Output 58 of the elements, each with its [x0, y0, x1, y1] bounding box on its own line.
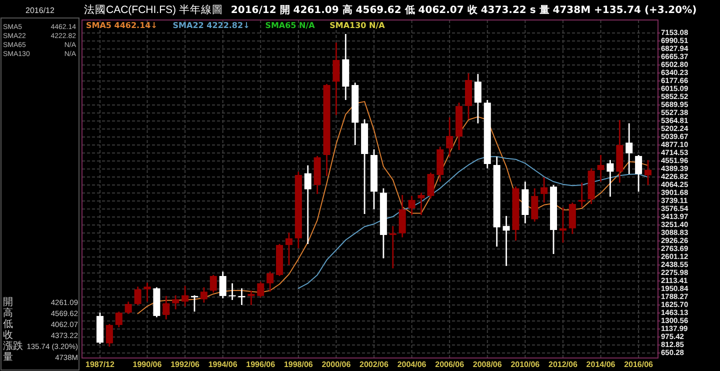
candlestick — [106, 323, 113, 348]
candlestick — [418, 192, 425, 216]
x-tick-label: 1987/12 — [86, 360, 116, 369]
x-tick-label: 2006/06 — [435, 360, 465, 369]
line-series — [137, 101, 648, 314]
candlestick — [144, 282, 151, 302]
candlestick — [644, 159, 652, 186]
candlestick — [266, 270, 274, 292]
x-tick-label: 2016/06 — [624, 360, 654, 369]
candlestick — [285, 232, 292, 266]
candlestick — [635, 154, 642, 192]
x-tick-label: 2008/06 — [472, 360, 502, 369]
x-tick-label: 2002/06 — [360, 360, 390, 369]
candlestick — [200, 286, 208, 304]
candlestick — [427, 172, 434, 199]
x-tick-label: 2004/06 — [397, 360, 427, 369]
candlestick — [502, 215, 510, 267]
candlestick — [606, 159, 614, 198]
candlestick — [182, 285, 189, 308]
candlestick — [531, 188, 538, 222]
x-tick-label: 1996/06 — [246, 360, 276, 369]
candlestick — [446, 116, 454, 158]
legend-label: SMA65 N/A — [265, 21, 316, 30]
candlestick — [134, 286, 142, 306]
candlestick — [115, 310, 122, 328]
candlestick — [162, 295, 170, 320]
x-tick-label: 1992/06 — [170, 360, 200, 369]
candlestick — [540, 176, 548, 204]
candlestick — [597, 154, 604, 182]
x-tick-label: 1994/06 — [208, 360, 238, 369]
candlestick — [304, 164, 312, 245]
candlestick — [398, 194, 406, 238]
x-tick-label: 1998/06 — [284, 360, 314, 369]
chart-title: 法國CAC(FCHI.FS) 半年線圖 — [84, 3, 223, 16]
candlestick — [210, 274, 217, 294]
candlestick — [238, 288, 246, 306]
candlestick — [332, 42, 340, 116]
candlestick — [474, 73, 482, 124]
legend-label: SMA130 N/A — [330, 21, 386, 30]
line-series — [298, 156, 648, 289]
text: SMA22 4222.82↓ — [172, 21, 250, 30]
x-tick-label: 2012/06 — [548, 360, 578, 369]
candlestick — [219, 270, 226, 299]
candlestick — [190, 294, 198, 312]
candlestick — [228, 282, 236, 301]
x-tick-label: 2014/06 — [586, 360, 616, 369]
candlestick — [172, 294, 180, 310]
candlestick — [248, 290, 255, 306]
x-tick-label: 2000/06 — [322, 360, 352, 369]
candlestick — [408, 195, 416, 216]
text: SMA5 4462.14↓ — [86, 21, 158, 30]
x-tick-label: 1990/06 — [132, 360, 162, 369]
candlestick — [626, 122, 633, 175]
candlestick — [124, 300, 132, 315]
chart-subtitle: 2016/12 開 4261.09 高 4569.62 低 4062.07 收 4373.22 s 量 4738M +135.74 (+3.20%) — [230, 4, 697, 16]
text: 2016/12 — [26, 6, 56, 15]
x-tick-label: 2010/06 — [510, 360, 540, 369]
candlestick — [257, 280, 264, 298]
